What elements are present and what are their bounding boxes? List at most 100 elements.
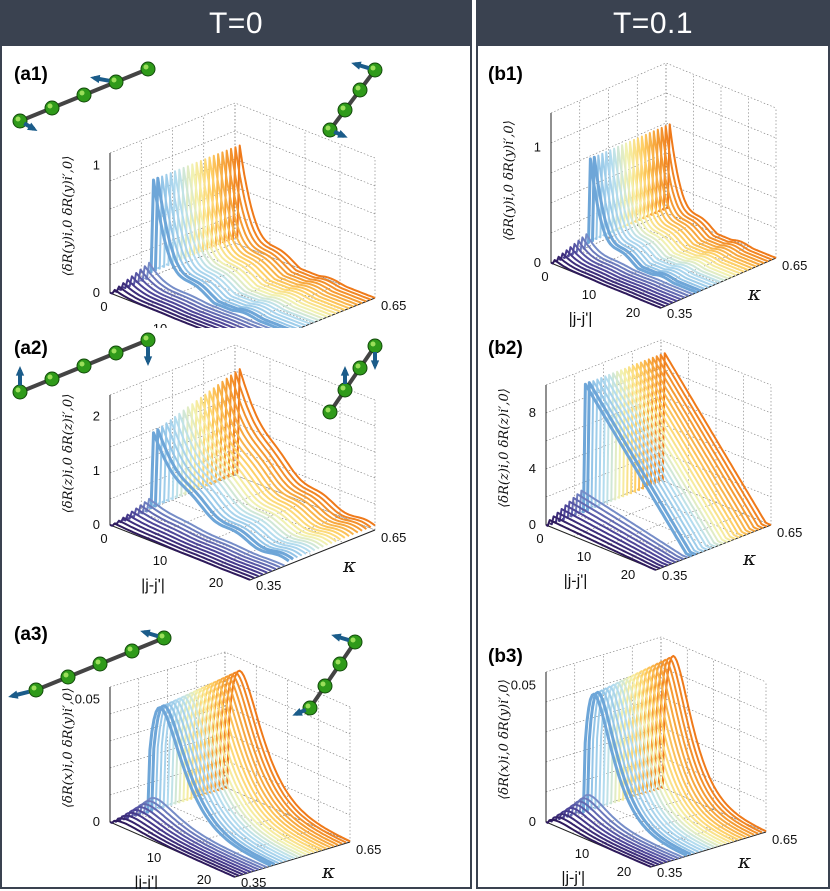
y-tick-label: 8 — [529, 405, 536, 420]
series-line — [620, 674, 727, 845]
x-tick-label: 10 — [153, 321, 167, 328]
series-line — [614, 145, 725, 282]
series-line — [609, 679, 715, 848]
series-line — [557, 508, 669, 567]
series-line — [118, 282, 220, 328]
series-line — [593, 378, 705, 553]
series-line — [169, 695, 295, 860]
panel-label: (b1) — [488, 64, 523, 85]
x-axis-label: |j-j'| — [134, 874, 158, 889]
kappa-tick-label: 0.65 — [772, 832, 797, 847]
kappa-tick-label: 0.35 — [657, 865, 682, 880]
series-line — [624, 366, 736, 540]
series-line — [178, 166, 320, 322]
series-line — [204, 678, 331, 849]
kappa-tick-label: 0.65 — [777, 525, 802, 540]
series-line — [573, 493, 685, 561]
series-line — [213, 153, 354, 308]
x-axis-label: |j-j'| — [569, 310, 593, 327]
y-tick-label: 1 — [93, 158, 100, 173]
series-line — [153, 702, 280, 865]
kappa-axis-label: κ — [342, 321, 356, 328]
series-line — [200, 393, 342, 541]
series-line — [661, 125, 773, 261]
series-line — [641, 133, 753, 270]
series-line — [613, 677, 719, 847]
y-axis-label: ⟨δR(x)i,0 δR(y)i′,0⟩ — [61, 687, 76, 808]
series-line — [139, 265, 263, 328]
series-line — [581, 382, 693, 558]
series-line — [657, 126, 769, 263]
kappa-tick-label: 0.35 — [256, 578, 281, 593]
molecule-chain-icon — [322, 338, 383, 420]
series-line — [637, 135, 749, 272]
series-line — [648, 356, 760, 531]
y-tick-label: 0 — [534, 255, 541, 270]
series-line — [212, 675, 339, 846]
x-tick-label: 20 — [209, 575, 223, 590]
series-line — [135, 268, 255, 328]
series-line — [612, 370, 724, 545]
series-line — [577, 489, 689, 559]
series-line — [569, 496, 681, 562]
series-line — [586, 157, 698, 294]
x-axis-label: |j-j'| — [561, 869, 585, 886]
series-line — [165, 697, 291, 861]
y-axis-label: ⟨δR(y)i,0 δR(y)i′,0⟩ — [502, 120, 517, 241]
series-line — [652, 658, 759, 835]
series-line — [545, 818, 652, 868]
series-line — [157, 425, 298, 559]
series-line — [149, 704, 276, 866]
series-line — [581, 692, 688, 857]
x-tick-label: 20 — [617, 864, 631, 879]
series-line — [191, 161, 333, 317]
series-line — [196, 682, 323, 851]
series-line — [113, 817, 240, 877]
series-line — [144, 261, 272, 328]
series-line — [117, 814, 244, 876]
y-tick-label: 0.05 — [511, 678, 536, 693]
x-tick-label: 10 — [575, 846, 589, 861]
series-line — [192, 684, 319, 852]
column-title: T=0 — [2, 2, 470, 46]
panel-a3: (a3) 0 0.05 10 20 0.35 0.65 |j-j'| κ ⟨δR(x)i,0 δ… — [0, 612, 472, 889]
kappa-tick-label: 0.65 — [381, 530, 406, 545]
panel-b3: (b3) 0 0.05 10 20 0.35 0.65 |j-j'| κ ⟨δR(x)i,0 δ… — [476, 612, 830, 889]
x-tick-label: 10 — [582, 287, 596, 302]
series-line — [602, 151, 713, 287]
series-group — [109, 669, 351, 878]
series-line — [195, 160, 337, 315]
kappa-axis-label: κ — [321, 859, 335, 883]
series-line — [178, 409, 320, 550]
series-line — [226, 147, 367, 303]
series-line — [617, 144, 729, 280]
series-line — [109, 522, 251, 581]
series-line — [157, 175, 298, 328]
series-line — [566, 246, 678, 303]
series-line — [129, 806, 256, 872]
series-line — [221, 149, 363, 305]
series-line — [585, 381, 697, 556]
series-line — [221, 377, 363, 532]
series-line — [636, 361, 748, 536]
series-line — [187, 163, 328, 318]
series-line — [601, 375, 712, 550]
y-tick-label: 0 — [529, 517, 536, 532]
molecule-chain-icon — [8, 629, 172, 699]
molecule-chain-icon — [292, 633, 363, 716]
x-tick-label: 10 — [153, 553, 167, 568]
series-line — [617, 676, 723, 846]
series-line — [589, 380, 700, 554]
series-line — [204, 156, 346, 312]
series-line — [208, 154, 350, 310]
kappa-tick-label: 0.35 — [667, 306, 692, 321]
series-line — [191, 400, 333, 545]
series-line — [204, 390, 346, 539]
y-axis-label: ⟨δR(z)i,0 δR(z)i′,0⟩ — [497, 388, 512, 508]
series-line — [569, 800, 676, 861]
y-axis-label: ⟨δR(x)i,0 δR(y)i′,0⟩ — [497, 679, 512, 800]
y-tick-label: 1 — [534, 140, 541, 155]
series-line — [184, 688, 311, 855]
